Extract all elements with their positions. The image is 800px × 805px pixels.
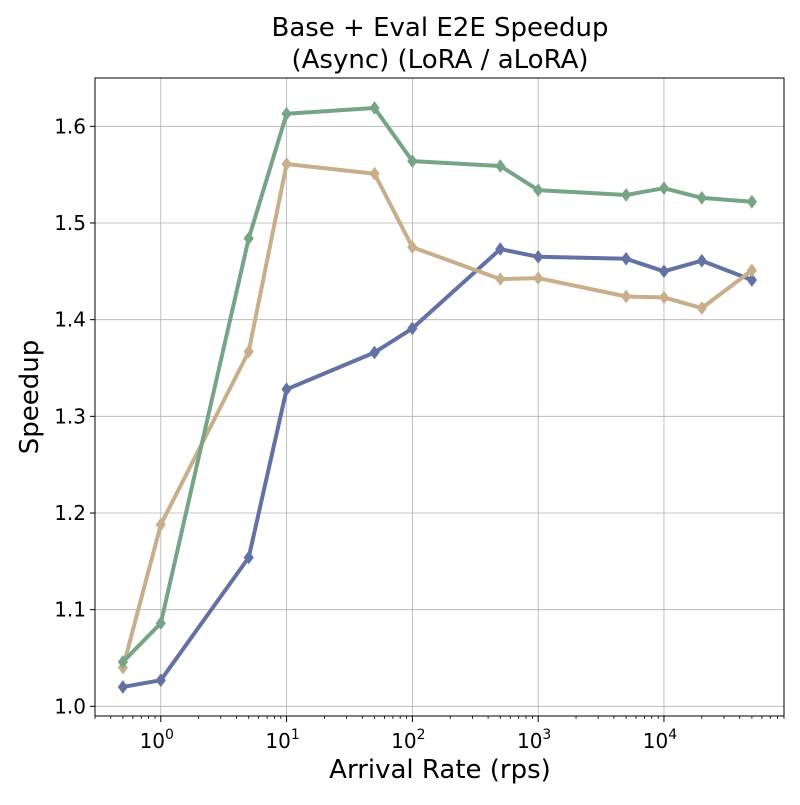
grid <box>95 78 784 716</box>
series-2-marker <box>620 289 632 304</box>
x-tick-base: 10 <box>643 729 668 753</box>
series-line-3 <box>120 106 754 664</box>
series-2-marker <box>658 290 670 305</box>
chart-title-line-1: Base + Eval E2E Speedup <box>271 13 608 43</box>
series-1-marker <box>746 273 758 287</box>
series-3-marker <box>696 191 707 205</box>
series-1-marker <box>407 321 418 336</box>
series-3-marker <box>155 616 166 631</box>
series-2-marker <box>533 271 544 285</box>
x-tick-label: 104 <box>643 727 677 753</box>
series-1-marker <box>533 249 544 264</box>
x-tick-base: 10 <box>265 729 290 753</box>
series-layer <box>117 101 758 694</box>
series-1-marker <box>243 550 254 565</box>
series-1-marker <box>620 251 632 266</box>
y-tick-label: 1.5 <box>54 211 86 235</box>
series-line-2 <box>120 162 754 670</box>
y-axis-label: Speedup <box>15 340 45 455</box>
series-2-marker <box>407 240 418 255</box>
series-2-marker <box>369 166 380 181</box>
series-1-marker <box>495 242 506 256</box>
series-2-marker <box>746 263 758 278</box>
series-1-marker <box>658 264 670 279</box>
series-line-1 <box>120 247 754 689</box>
x-tick-label: 100 <box>140 727 174 753</box>
y-tick-label: 1.6 <box>54 114 86 138</box>
x-tick-label: 101 <box>265 727 299 753</box>
series-3-marker <box>533 183 544 197</box>
series-1-marker <box>369 345 380 360</box>
series-2-marker <box>155 517 166 532</box>
series-1-marker <box>281 382 292 397</box>
series-2-marker <box>281 157 292 171</box>
x-tick-exponent: 3 <box>542 727 551 743</box>
x-tick-base: 10 <box>391 729 416 753</box>
chart-title-line-2: (Async) (LoRA / aLoRA) <box>291 45 588 75</box>
plot-frame <box>94 77 785 717</box>
series-2-marker <box>495 272 506 286</box>
series-3-marker <box>495 159 506 173</box>
y-tick-label: 1.4 <box>54 308 86 332</box>
series-3-marker <box>369 101 380 115</box>
y-tick-label: 1.0 <box>54 694 86 718</box>
y-tick-label: 1.2 <box>54 501 86 525</box>
series-2-marker <box>696 301 707 315</box>
series-1-marker <box>117 680 129 694</box>
series-2-marker <box>243 344 254 359</box>
series-1-marker <box>155 673 166 688</box>
series-3-marker <box>281 106 292 121</box>
series-1-marker <box>696 253 707 268</box>
x-tick-exponent: 4 <box>668 727 677 743</box>
x-tick-exponent: 0 <box>165 727 174 743</box>
y-tick-label: 1.3 <box>54 404 86 428</box>
series-3-marker <box>243 231 254 246</box>
x-tick-exponent: 1 <box>291 727 300 743</box>
y-tick-label: 1.1 <box>54 598 86 622</box>
series-3-marker <box>746 194 758 209</box>
series-3-marker <box>117 655 129 669</box>
x-tick-base: 10 <box>517 729 542 753</box>
x-tick-label: 102 <box>391 727 425 753</box>
series-3-marker <box>407 154 418 168</box>
x-tick-exponent: 2 <box>417 727 426 743</box>
series-3-marker <box>658 181 670 196</box>
x-axis-label: Arrival Rate (rps) <box>329 755 551 785</box>
x-tick-label: 103 <box>517 727 551 753</box>
series-3-marker <box>620 188 632 202</box>
x-tick-base: 10 <box>140 729 165 753</box>
